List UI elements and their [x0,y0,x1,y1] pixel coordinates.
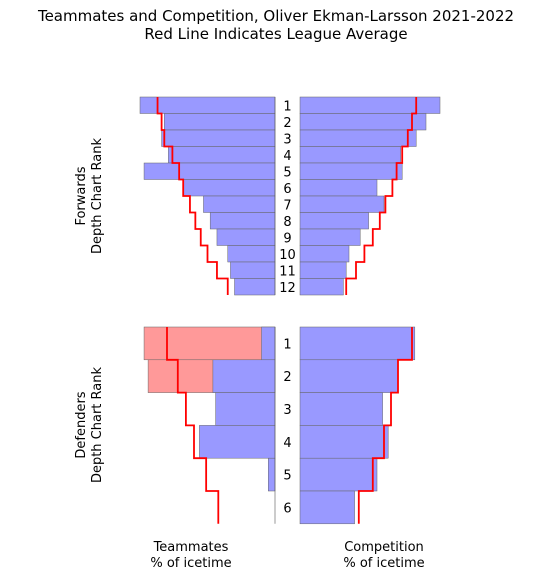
forwards-rank-label: 5 [283,165,291,180]
forwards-teammate-bar [164,113,276,131]
competition-xlabel-line2: % of icetime [343,556,424,571]
teammates-xlabel-line1: Teammates [153,540,229,555]
forwards-teammates-league-line [156,97,229,295]
forwards-teammate-bar [216,228,276,246]
defenders-ylabel-line2: Depth Chart Rank [90,367,105,484]
forwards-rank-label: 11 [279,264,296,279]
defenders-teammate-bar [199,425,276,459]
forwards-competition-bar [299,96,441,114]
defenders-rank-label: 5 [283,469,291,484]
forwards-competition-bar [299,179,378,197]
forwards-competition-bar [299,245,350,263]
forwards-rank-label: 1 [283,99,291,114]
defenders-competition-bar [299,425,389,459]
forwards-teammate-bar [161,129,276,147]
defenders-rank-label: 3 [283,403,291,418]
defenders-teammate-highlight-bar [143,326,276,361]
forwards-competition-bar [299,129,417,147]
forwards-competition-bar [299,146,402,164]
forwards-rank-label: 6 [283,182,291,197]
forwards-league-lines [156,97,418,295]
defenders-teammate-bar [215,392,276,426]
forwards-competition-bar [299,228,361,246]
forwards-rank-label: 3 [283,132,291,147]
defenders-competition-bar [299,392,383,426]
forwards-rank-label: 12 [279,281,296,296]
forwards-ylabel-line1: Forwards [74,166,89,225]
defenders-competition-bar [299,457,378,492]
forwards-teammate-bar [139,96,276,114]
forwards-rank-label: 8 [283,215,291,230]
defenders-rank-label: 2 [283,370,291,385]
forwards-rank-label: 4 [283,149,291,164]
forwards-teammate-bar [168,146,276,164]
defenders-teammate-bar [212,359,276,393]
forwards-teammate-bar [209,212,276,230]
forwards-teammate-bar [182,179,276,197]
forwards-teammate-bar [234,278,276,296]
forwards-competition-league-line [345,97,418,295]
forwards-rank-label: 10 [279,248,296,263]
forwards-panel: Forwards Depth Chart Rank 12345678910111… [74,96,441,296]
forwards-competition-bar [299,212,369,230]
forwards-bars [139,96,441,296]
defenders-panel: Defenders Depth Chart Rank 1 2 3 4 5 6 [74,326,416,525]
defenders-bars [143,326,416,525]
forwards-teammate-bar [227,245,276,263]
chart-subtitle: Red Line Indicates League Average [144,25,407,43]
defenders-rank-label: 6 [283,501,291,516]
defenders-competition-league-line [357,327,413,524]
competition-xlabel-line1: Competition [344,540,424,555]
defenders-rank-label: 1 [283,337,291,352]
teammates-xlabel-line2: % of icetime [150,556,231,571]
forwards-teammate-bar [230,261,276,279]
defenders-teammate-bar [268,457,276,492]
forwards-competition-bar [299,195,385,213]
defenders-teammate-bar [261,326,276,361]
defenders-teammates-league-line [166,327,220,524]
forwards-ylabel-line2: Depth Chart Rank [90,138,105,255]
defenders-league-lines [166,327,413,524]
forwards-teammate-bar [203,195,276,213]
defenders-competition-bar [299,359,399,393]
defenders-competition-bar [299,326,416,361]
forwards-competition-bar [299,162,403,180]
defenders-competition-bar [299,490,355,525]
forwards-rank-label: 2 [283,116,291,131]
forwards-rank-label: 9 [283,231,291,246]
defenders-rank-labels: 1 2 3 4 5 6 [283,337,291,516]
forwards-competition-bar [299,278,344,296]
forwards-rank-label: 7 [283,198,291,213]
forwards-teammate-bar [143,162,276,180]
forwards-competition-bar [299,113,427,131]
defenders-rank-label: 4 [283,436,291,451]
defenders-ylabel-line1: Defenders [74,391,89,458]
chart-title: Teammates and Competition, Oliver Ekman-… [37,7,514,25]
forwards-competition-bar [299,261,347,279]
